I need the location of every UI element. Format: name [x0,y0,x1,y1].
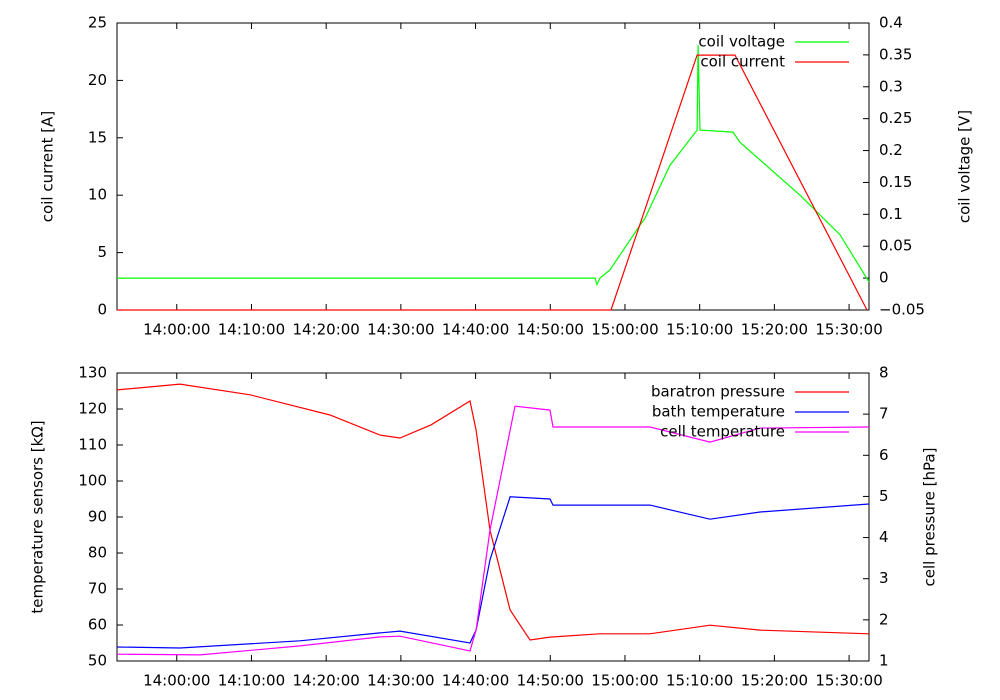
y-tick-label: 90 [88,508,107,526]
y-tick-label: 100 [78,472,107,490]
y2-tick-label: 3 [879,569,889,587]
y2-tick-label: 7 [879,405,889,423]
x-tick-label: 15:20:00 [741,672,808,690]
y2-tick-label: 2 [879,610,889,628]
y-tick-label: 20 [88,71,107,89]
y-axis-label: coil current [A] [39,111,57,222]
x-tick-label: 14:50:00 [517,672,584,690]
x-tick-label: 15:00:00 [591,321,658,339]
x-tick-label: 14:40:00 [442,321,509,339]
legend-label: coil current [700,53,785,71]
y-tick-label: 0 [97,301,107,319]
x-tick-label: 15:10:00 [666,672,733,690]
x-tick-label: 15:00:00 [591,672,658,690]
y2-tick-label: 0.3 [879,77,903,95]
x-tick-label: 14:10:00 [218,321,285,339]
y-axis-label: temperature sensors [kΩ] [29,420,47,613]
x-tick-label: 15:10:00 [666,321,733,339]
x-tick-label: 15:20:00 [741,321,808,339]
x-tick-label: 14:20:00 [292,672,359,690]
legend-label: bath temperature [652,403,785,421]
x-tick-label: 14:40:00 [442,672,509,690]
y2-tick-label: 8 [879,364,889,382]
x-tick-label: 14:30:00 [367,672,434,690]
x-tick-label: 14:50:00 [517,321,584,339]
y2-tick-label: 0.4 [879,14,903,32]
y2-tick-label: 0.2 [879,141,903,159]
y-tick-label: 50 [88,652,107,670]
y-tick-label: 5 [97,243,107,261]
x-tick-label: 14:10:00 [218,672,285,690]
y-tick-label: 25 [88,14,107,32]
y2-tick-label: 0.1 [879,205,903,223]
y-tick-label: 15 [88,128,107,146]
data-line [116,496,870,649]
legend-label: coil voltage [698,33,785,51]
y2-tick-label: 0.25 [879,109,912,127]
x-tick-label: 15:30:00 [815,321,882,339]
y2-tick-label: 1 [879,652,889,670]
y2-tick-label: 0 [879,269,889,287]
x-tick-label: 14:00:00 [143,672,210,690]
y2-tick-label: 0.05 [879,237,912,255]
legend-label: baratron pressure [651,383,785,401]
y-tick-label: 60 [88,616,107,634]
y-tick-label: 130 [78,364,107,382]
data-line [116,405,870,656]
y2-axis-label: coil voltage [V] [956,110,974,223]
legend-label: cell temperature [660,423,785,441]
y-tick-label: 10 [88,186,107,204]
data-line [116,383,870,641]
y-tick-label: 120 [78,400,107,418]
y-tick-label: 80 [88,544,107,562]
x-tick-label: 15:30:00 [815,672,882,690]
y2-axis-label: cell pressure [hPa] [921,448,939,587]
y-tick-label: 70 [88,580,107,598]
y2-tick-label: 5 [879,487,889,505]
x-tick-label: 14:00:00 [143,321,210,339]
y-tick-label: 110 [78,436,107,454]
data-line [117,54,868,311]
y2-tick-label: 0.15 [879,173,912,191]
x-tick-label: 14:20:00 [292,321,359,339]
x-tick-label: 14:30:00 [367,321,434,339]
y2-tick-label: 4 [879,528,889,546]
y2-tick-label: 6 [879,446,889,464]
data-line [117,45,870,287]
y2-tick-label: 0.35 [879,45,912,63]
y2-tick-label: −0.05 [879,301,925,319]
